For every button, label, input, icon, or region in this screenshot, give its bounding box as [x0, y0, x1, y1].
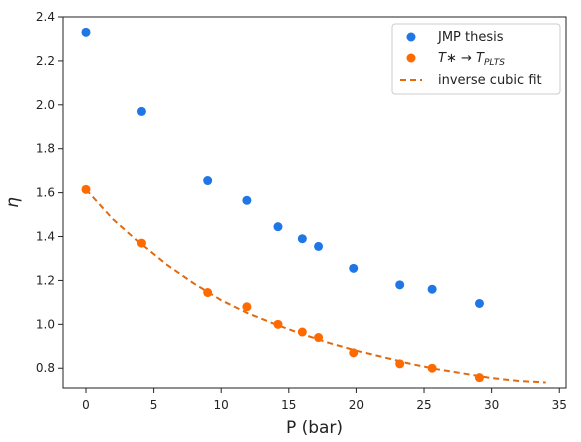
y-tick-label: 1.2	[36, 273, 55, 287]
legend-label-plts-subscript: PLTS	[484, 58, 505, 68]
legend-label-jmp-thesis: JMP thesis	[437, 30, 504, 45]
point-series-1	[297, 327, 307, 337]
x-tick-label: 5	[150, 398, 158, 412]
point-series-0	[349, 263, 359, 273]
x-tick-label: 35	[552, 398, 567, 412]
legend-label-plts-main: T∗ → T	[438, 51, 485, 66]
y-axis-ticks: 0.8 1.0 1.2 1.4 1.6 1.8 2.0 2.2 2.4	[36, 10, 63, 375]
x-axis-ticks: 0 5 10 15 20 25 30 35	[82, 388, 567, 412]
point-series-1	[203, 288, 213, 298]
x-tick-label: 10	[214, 398, 229, 412]
point-series-1	[314, 333, 324, 343]
fit-line	[85, 188, 546, 384]
point-series-1	[395, 359, 405, 369]
point-series-0	[314, 241, 324, 251]
point-series-1	[81, 184, 91, 194]
point-series-1	[242, 302, 252, 312]
point-series-0	[136, 106, 146, 116]
y-tick-label: 2.4	[36, 10, 55, 24]
legend: JMP thesis T∗ → TPLTS inverse cubic fit	[391, 23, 561, 95]
y-tick-label: 1.0	[36, 317, 55, 331]
point-series-1	[349, 348, 359, 358]
x-tick-label: 25	[416, 398, 431, 412]
y-tick-label: 1.6	[36, 186, 55, 200]
x-tick-label: 0	[82, 398, 90, 412]
fit-line-layer	[85, 188, 546, 384]
y-tick-label: 2.0	[36, 98, 55, 112]
point-series-0	[81, 27, 91, 37]
y-tick-label: 2.2	[36, 54, 55, 68]
legend-box	[391, 23, 561, 95]
legend-label-inverse-cubic-fit: inverse cubic fit	[438, 73, 542, 88]
point-series-0	[203, 176, 213, 186]
x-axis-label: P (bar)	[286, 418, 343, 438]
y-tick-label: 1.4	[36, 230, 55, 244]
y-tick-label: 0.8	[36, 361, 55, 375]
x-tick-label: 15	[281, 398, 296, 412]
point-series-1	[474, 373, 484, 383]
x-tick-label: 30	[484, 398, 499, 412]
point-series-0	[297, 234, 307, 244]
x-tick-label: 20	[349, 398, 364, 412]
point-series-0	[427, 284, 437, 294]
point-series-0	[273, 222, 283, 232]
point-series-1	[273, 319, 283, 329]
legend-label-plts: T∗ → TPLTS	[438, 51, 505, 68]
y-tick-label: 1.8	[36, 142, 55, 156]
point-series-1	[136, 238, 146, 248]
point-series-1	[427, 363, 437, 373]
legend-marker-plts	[406, 53, 416, 63]
points-layer	[81, 27, 484, 383]
point-series-0	[395, 280, 405, 290]
y-axis-label: η	[3, 197, 23, 208]
legend-marker-jmp-thesis	[406, 32, 416, 42]
point-series-0	[242, 195, 252, 205]
point-series-0	[474, 298, 484, 308]
